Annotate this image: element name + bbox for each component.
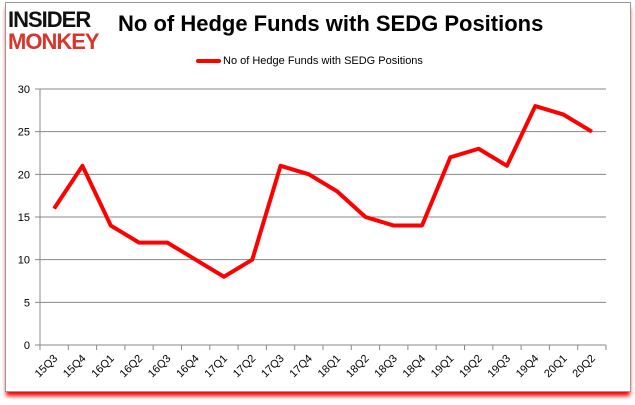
x-tick-label: 17Q1 (203, 353, 231, 381)
data-point (223, 276, 225, 278)
data-point (534, 105, 536, 107)
chart-title: No of Hedge Funds with SEDG Positions (118, 11, 544, 36)
chart-frame (5, 2, 631, 392)
insider-monkey-logo: INSIDER MONKEY (8, 8, 101, 52)
x-tick-label: 20Q2 (570, 353, 598, 381)
x-tick-label: 20Q1 (542, 353, 570, 381)
y-tick-label: 15 (18, 212, 30, 224)
data-point (195, 259, 197, 261)
y-tick-label: 25 (18, 127, 30, 139)
x-tick-label: 18Q1 (316, 353, 344, 381)
y-tick-label: 5 (24, 297, 30, 309)
data-point (138, 242, 140, 244)
svg-text:MONKEY: MONKEY (8, 29, 100, 52)
x-tick-label: 18Q3 (372, 353, 400, 381)
x-tick-label: 19Q1 (429, 353, 457, 381)
data-point (81, 165, 83, 167)
y-tick-label: 10 (18, 255, 30, 267)
x-tick-label: 19Q2 (457, 353, 485, 381)
data-point (421, 225, 423, 227)
x-tick-label: 16Q2 (118, 353, 146, 381)
data-point (166, 242, 168, 244)
data-point (53, 207, 55, 209)
data-point (336, 190, 338, 192)
x-tick-label: 18Q2 (344, 353, 372, 381)
series-line (52, 104, 593, 279)
data-point (591, 131, 593, 133)
y-tick-label: 0 (24, 340, 30, 352)
legend-label: No of Hedge Funds with SEDG Positions (223, 55, 423, 67)
data-point (449, 156, 451, 158)
x-tick-label: 16Q4 (174, 353, 202, 381)
data-point (110, 225, 112, 227)
x-tick-label: 16Q1 (89, 353, 117, 381)
data-point (308, 173, 310, 175)
svg-text:INSIDER: INSIDER (8, 8, 91, 32)
x-tick-label: 17Q3 (259, 353, 287, 381)
data-point (393, 225, 395, 227)
x-tick-label: 18Q4 (401, 353, 429, 381)
x-tick-label: 16Q3 (146, 353, 174, 381)
y-tick-label: 30 (18, 84, 30, 96)
x-tick-label: 17Q4 (287, 353, 315, 381)
x-tick-label: 15Q3 (33, 353, 61, 381)
data-point (478, 148, 480, 150)
x-tick-label: 19Q4 (514, 353, 542, 381)
y-tick-label: 20 (18, 169, 30, 181)
x-tick-label: 19Q3 (486, 353, 514, 381)
x-tick-label: 15Q4 (61, 353, 89, 381)
data-point (506, 165, 508, 167)
data-point (563, 114, 565, 116)
x-tick-label: 17Q2 (231, 353, 259, 381)
legend: No of Hedge Funds with SEDG Positions (196, 55, 423, 67)
data-point (251, 259, 253, 261)
data-point (280, 165, 282, 167)
data-point (364, 216, 366, 218)
legend-swatch (196, 59, 221, 63)
